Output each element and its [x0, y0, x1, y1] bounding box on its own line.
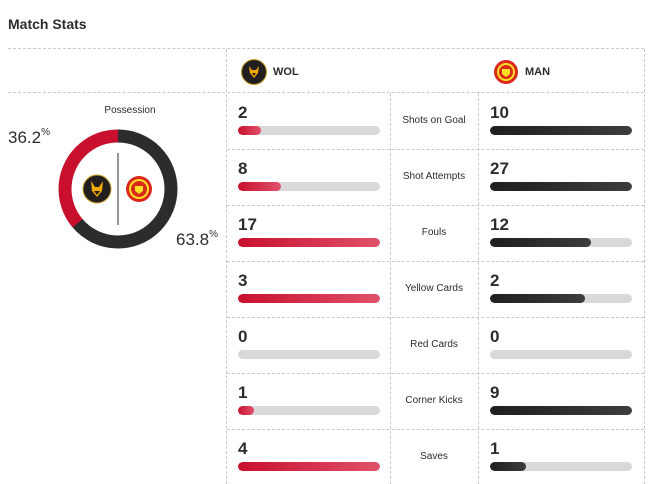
row-divider: [227, 261, 644, 262]
stat-home-bar-fill: [238, 462, 380, 471]
divider: [8, 48, 644, 49]
manchester-united-crest-icon: [493, 59, 519, 85]
stat-home-value: 17: [238, 215, 257, 234]
divider: [478, 93, 479, 484]
stat-home-bar: [238, 182, 380, 191]
stat-away-bar: [490, 350, 632, 359]
stat-home-value: 3: [238, 271, 248, 290]
stat-home-value: 1: [238, 383, 248, 402]
wolves-crest-icon: [82, 174, 112, 204]
stat-home-bar-fill: [238, 238, 380, 247]
row-divider: [227, 317, 644, 318]
possession-donut-chart: [58, 129, 178, 249]
team-abbr-away: MAN: [525, 66, 551, 78]
page-title: Match Stats: [8, 16, 87, 32]
stat-home-bar: [238, 350, 380, 359]
stat-away-value: 10: [490, 103, 509, 122]
possession-label: Possession: [104, 105, 156, 116]
team-abbr-home: WOL: [273, 66, 299, 78]
stat-away-value: 0: [490, 327, 500, 346]
stat-home-bar: [238, 238, 380, 247]
team-header-away[interactable]: MAN: [493, 59, 550, 85]
stat-home-bar: [238, 126, 380, 135]
stat-away-bar-fill: [490, 182, 632, 191]
stat-home-bar-fill: [238, 182, 281, 191]
stat-away-bar-fill: [490, 126, 632, 135]
stat-away-bar: [490, 182, 632, 191]
divider: [8, 92, 644, 93]
stat-label: Yellow Cards: [405, 283, 463, 294]
stat-home-bar-fill: [238, 294, 380, 303]
stat-home-bar: [238, 406, 380, 415]
row-divider: [227, 205, 644, 206]
stat-home-bar: [238, 462, 380, 471]
stat-away-bar-fill: [490, 462, 526, 471]
stat-away-bar: [490, 238, 632, 247]
stat-away-bar: [490, 462, 632, 471]
stat-home-value: 4: [238, 439, 248, 458]
divider: [390, 93, 391, 484]
stat-label: Red Cards: [410, 339, 458, 350]
stat-label: Saves: [420, 451, 448, 462]
stat-away-value: 12: [490, 215, 509, 234]
stat-away-bar: [490, 126, 632, 135]
stat-home-bar-fill: [238, 406, 254, 415]
stat-away-value: 9: [490, 383, 500, 402]
stat-home-value: 2: [238, 103, 248, 122]
row-divider: [227, 429, 644, 430]
stat-away-bar: [490, 294, 632, 303]
stat-away-value: 1: [490, 439, 500, 458]
stat-home-bar-fill: [238, 126, 261, 135]
row-divider: [227, 149, 644, 150]
wolves-crest-icon: [241, 59, 267, 85]
stat-label: Corner Kicks: [405, 395, 463, 406]
stat-label: Fouls: [421, 227, 447, 238]
row-divider: [227, 373, 644, 374]
stat-away-bar: [490, 406, 632, 415]
divider: [644, 49, 645, 484]
stat-away-value: 27: [490, 159, 509, 178]
stat-away-bar-fill: [490, 294, 586, 303]
stat-away-bar-fill: [490, 406, 632, 415]
team-header-home[interactable]: WOL: [241, 59, 299, 85]
stat-home-value: 0: [238, 327, 248, 346]
stat-label: Shot Attempts: [402, 171, 466, 182]
stat-label: Shots on Goal: [402, 115, 466, 126]
stat-home-bar: [238, 294, 380, 303]
manchester-united-crest-icon: [126, 176, 152, 202]
divider: [226, 49, 227, 484]
possession-home-value: 36.2%: [8, 127, 50, 147]
possession-away-value: 63.8%: [176, 229, 218, 249]
stat-home-value: 8: [238, 159, 248, 178]
stat-away-value: 2: [490, 271, 500, 290]
stat-away-bar-fill: [490, 238, 591, 247]
